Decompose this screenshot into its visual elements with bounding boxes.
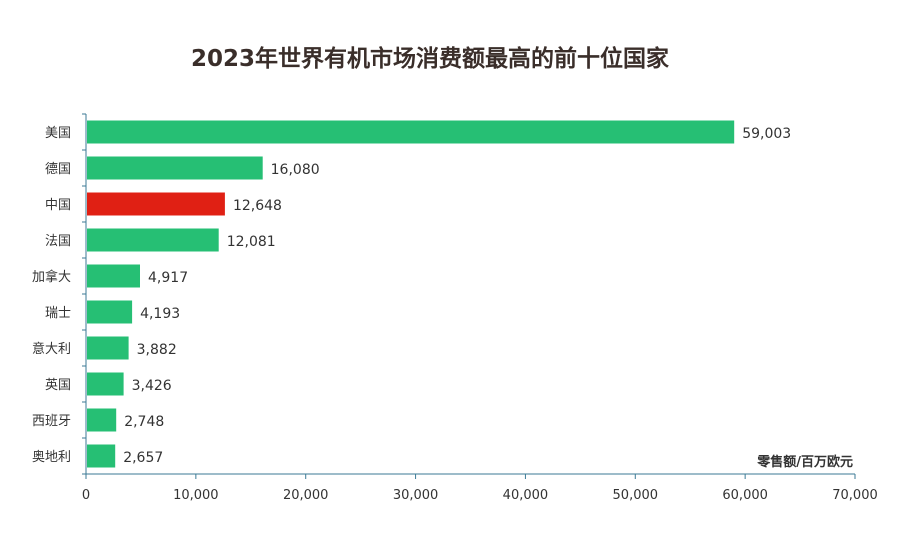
x-tick-label: 40,000 <box>503 488 549 503</box>
chart-title: 2023年世界有机市场消费额最高的前十位国家 <box>191 45 669 72</box>
category-label: 英国 <box>45 378 71 393</box>
data-label: 4,917 <box>148 270 188 286</box>
bar <box>87 372 124 396</box>
bar <box>87 156 263 180</box>
category-label: 瑞士 <box>45 306 71 321</box>
bar <box>87 336 129 360</box>
x-tick-label: 20,000 <box>283 488 329 503</box>
plot-area: 0 10,000 20,000 30,000 40,000 50,000 60,000 70,… <box>32 113 878 503</box>
data-label: 16,080 <box>271 162 320 178</box>
x-tick-label: 50,000 <box>613 488 659 503</box>
bar <box>87 444 116 468</box>
bar <box>87 192 225 216</box>
bar <box>87 228 219 252</box>
data-label: 59,003 <box>742 126 791 142</box>
x-tick-label: 70,000 <box>832 488 878 503</box>
x-tick-label: 60,000 <box>722 488 768 503</box>
category-label: 中国 <box>45 198 71 213</box>
data-label: 2,748 <box>124 414 164 430</box>
x-tick-label: 30,000 <box>393 488 439 503</box>
category-label: 意大利 <box>32 341 71 357</box>
category-label: 德国 <box>45 162 71 177</box>
data-label: 12,648 <box>233 198 282 214</box>
category-label: 西班牙 <box>32 414 71 429</box>
category-label: 法国 <box>45 234 71 249</box>
category-label: 加拿大 <box>32 269 71 285</box>
bar <box>87 120 735 144</box>
x-tick-label: 0 <box>82 488 90 503</box>
category-label: 美国 <box>45 126 71 141</box>
data-label: 3,882 <box>137 342 177 358</box>
data-label: 4,193 <box>140 306 180 322</box>
bar <box>87 300 133 324</box>
data-label: 3,426 <box>132 378 172 394</box>
bar <box>87 408 117 432</box>
data-label: 2,657 <box>123 450 163 466</box>
x-tick-label: 10,000 <box>173 488 219 503</box>
data-label: 12,081 <box>227 234 276 250</box>
category-label: 奥地利 <box>32 450 71 465</box>
x-axis-unit-label: 零售额/百万欧元 <box>756 454 853 470</box>
bar <box>87 264 140 288</box>
